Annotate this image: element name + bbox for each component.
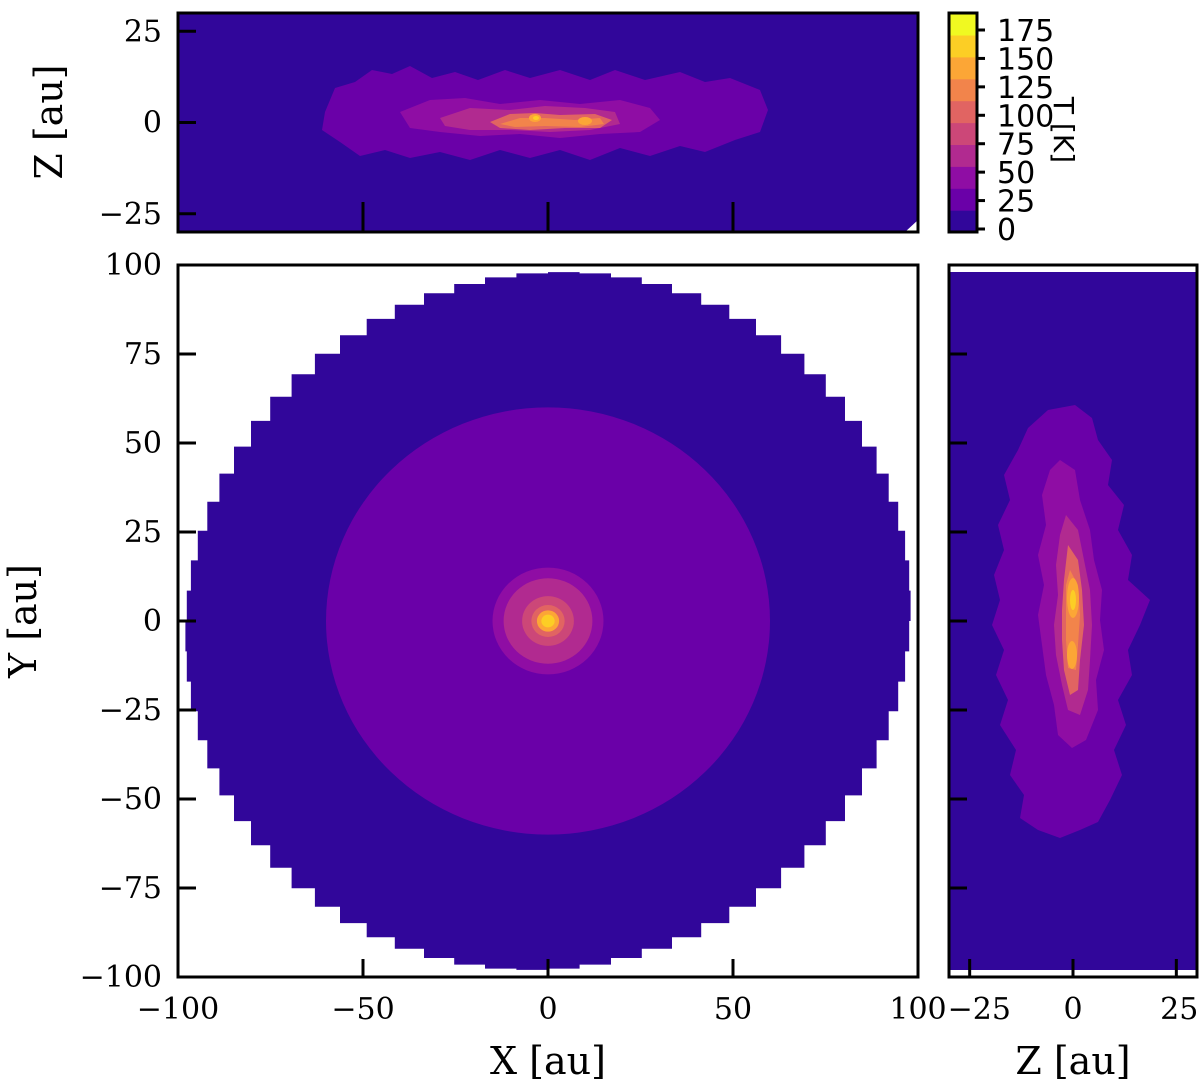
- main-ytick-label: 100: [105, 248, 162, 283]
- colorbar-label: T [K]: [1047, 96, 1080, 163]
- right-xtick-label: 0: [1063, 992, 1082, 1027]
- right-ticks: −25 0 25: [948, 352, 1198, 1027]
- main-ytick-label: 75: [124, 337, 162, 372]
- main-ylabel: Y [au]: [1, 564, 45, 679]
- right-panel: −25 0 25 Z [au]: [947, 263, 1199, 1083]
- colorbar-band: [949, 166, 977, 189]
- main-xtick-label: 100: [889, 992, 946, 1027]
- colorbar-band: [949, 78, 977, 102]
- right-blank-top: [949, 265, 1197, 272]
- main-xlabel: X [au]: [490, 1039, 606, 1083]
- colorbar-band: [949, 188, 977, 211]
- top-temperature-peak: [533, 116, 539, 120]
- top-temperature-region-150b: [578, 117, 592, 125]
- colorbar-band: [949, 144, 977, 167]
- colorbar-tick-label: 175: [997, 14, 1054, 49]
- top-blank-corner: [905, 220, 918, 232]
- colorbar-tick-label: 75: [997, 128, 1035, 163]
- main-panel: −100 −50 0 50 100 100 75 50 25 0 −25 −50 −75 −100 X […: [1, 248, 947, 1083]
- colorbar-band: [949, 122, 977, 145]
- colorbar-band: [949, 34, 977, 58]
- top-temperature-region-125: [500, 118, 604, 127]
- colorbar-tick-label: 25: [997, 185, 1035, 220]
- colorbar-tick-label: 50: [997, 156, 1035, 191]
- main-regions: [185, 272, 911, 970]
- top-ytick-label: 25: [124, 14, 162, 49]
- main-xtick-label: −100: [137, 992, 219, 1027]
- colorbar-band: [949, 100, 977, 124]
- main-ytick-label: −100: [80, 960, 162, 995]
- colorbar-frame: [947, 11, 979, 234]
- main-ytick-label: −75: [99, 871, 162, 906]
- top-ytick-label: −25: [99, 197, 162, 232]
- main-ytick-label: 50: [124, 426, 162, 461]
- right-temperature-region-150b: [1067, 641, 1077, 669]
- top-ylabel: Z [au]: [27, 64, 71, 179]
- colorbar-tick-label: 150: [997, 42, 1054, 77]
- top-ticks: 25 0 −25: [99, 14, 735, 232]
- right-heatmap: [949, 265, 1197, 977]
- top-ytick-label: 0: [143, 106, 162, 141]
- main-ticks: −100 −50 0 50 100 100 75 50 25 0 −25 −50 −75 −100: [80, 248, 947, 1027]
- colorbar-band: [949, 210, 977, 233]
- top-panel: 25 0 −25 Z [au]: [27, 11, 920, 234]
- main-ytick-label: −25: [99, 693, 162, 728]
- right-xlabel: Z [au]: [1015, 1039, 1130, 1083]
- main-ytick-label: 25: [124, 515, 162, 550]
- right-xtick-label: 25: [1160, 992, 1198, 1027]
- top-heatmap: [178, 13, 918, 232]
- main-heatmap: [178, 265, 918, 977]
- main-xtick-label: 0: [538, 992, 557, 1027]
- colorbar-band: [949, 13, 977, 36]
- main-xtick-label: 50: [714, 992, 752, 1027]
- main-ytick-label: −50: [99, 782, 162, 817]
- colorbar-tick-label: 100: [997, 99, 1054, 134]
- right-temperature-peak: [1070, 590, 1076, 610]
- right-xtick-label: −25: [948, 992, 1011, 1027]
- colorbar-band: [949, 56, 977, 80]
- main-temperature-region-175: [541, 614, 555, 628]
- main-ytick-label: 0: [143, 604, 162, 639]
- colorbar-tick-label: 125: [997, 71, 1054, 106]
- colorbar-tick-label: 0: [997, 213, 1016, 248]
- colorbar-bands: [949, 13, 977, 233]
- main-xtick-label: −50: [331, 992, 394, 1027]
